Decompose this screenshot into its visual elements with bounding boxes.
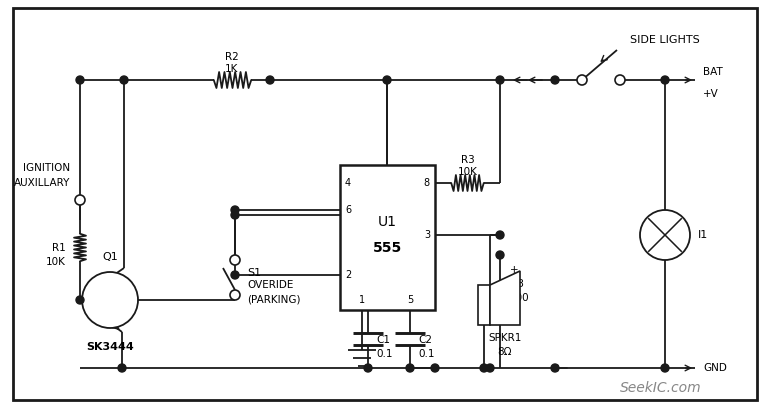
- Circle shape: [364, 364, 372, 372]
- Bar: [478, 285, 490, 325]
- Circle shape: [75, 195, 85, 205]
- Circle shape: [661, 364, 669, 372]
- Circle shape: [551, 364, 559, 372]
- Text: IGNITION: IGNITION: [23, 163, 70, 173]
- Circle shape: [486, 364, 494, 372]
- Text: U1: U1: [378, 215, 397, 230]
- Circle shape: [76, 296, 84, 304]
- Text: 0.1: 0.1: [376, 349, 392, 359]
- Text: +V: +V: [703, 89, 718, 99]
- Circle shape: [383, 76, 391, 84]
- Circle shape: [230, 290, 240, 300]
- Text: 3: 3: [424, 230, 430, 240]
- Circle shape: [231, 206, 239, 214]
- Text: SeekIC.com: SeekIC.com: [620, 381, 701, 395]
- Text: 1: 1: [359, 295, 365, 305]
- Text: R3: R3: [461, 155, 475, 165]
- Text: SPKR1: SPKR1: [488, 333, 522, 343]
- Text: R2: R2: [225, 52, 239, 62]
- Text: Q1: Q1: [102, 252, 118, 262]
- Circle shape: [496, 231, 504, 239]
- Text: 4: 4: [345, 178, 351, 188]
- Text: 6: 6: [345, 205, 351, 215]
- Text: BAT: BAT: [703, 67, 723, 77]
- Text: 8Ω: 8Ω: [498, 347, 512, 357]
- Circle shape: [496, 76, 504, 84]
- Text: I1: I1: [698, 230, 708, 240]
- Text: GND: GND: [703, 363, 727, 373]
- Circle shape: [231, 271, 239, 279]
- Circle shape: [551, 76, 559, 84]
- Text: 1K: 1K: [226, 64, 239, 74]
- Text: C1: C1: [376, 335, 390, 345]
- Text: C3: C3: [510, 279, 524, 289]
- Text: C2: C2: [418, 335, 432, 345]
- Circle shape: [118, 364, 126, 372]
- Circle shape: [406, 364, 414, 372]
- Text: 8: 8: [424, 178, 430, 188]
- Text: 5: 5: [407, 295, 413, 305]
- Circle shape: [640, 210, 690, 260]
- Circle shape: [577, 75, 587, 85]
- Text: R1: R1: [52, 243, 66, 253]
- Bar: [340, 165, 435, 310]
- Text: OVERIDE: OVERIDE: [247, 280, 294, 290]
- Polygon shape: [490, 271, 520, 325]
- Text: 10K: 10K: [46, 257, 66, 267]
- Text: (PARKING): (PARKING): [247, 294, 301, 304]
- Text: SIDE LIGHTS: SIDE LIGHTS: [630, 35, 700, 45]
- Circle shape: [82, 272, 138, 328]
- Text: 10K: 10K: [458, 167, 478, 177]
- Text: AUXILLARY: AUXILLARY: [14, 178, 70, 188]
- Circle shape: [76, 76, 84, 84]
- Circle shape: [266, 76, 274, 84]
- Text: S1: S1: [247, 268, 261, 278]
- Circle shape: [615, 75, 625, 85]
- Text: 0.1: 0.1: [418, 349, 435, 359]
- Circle shape: [661, 76, 669, 84]
- Circle shape: [496, 251, 504, 259]
- Text: 100: 100: [510, 293, 529, 303]
- Circle shape: [431, 364, 439, 372]
- Circle shape: [230, 255, 240, 265]
- Circle shape: [231, 211, 239, 219]
- Text: SK3444: SK3444: [86, 342, 134, 352]
- Text: 2: 2: [345, 270, 351, 280]
- Circle shape: [480, 364, 488, 372]
- Text: 555: 555: [373, 240, 402, 255]
- Text: +: +: [510, 265, 518, 275]
- Circle shape: [120, 76, 128, 84]
